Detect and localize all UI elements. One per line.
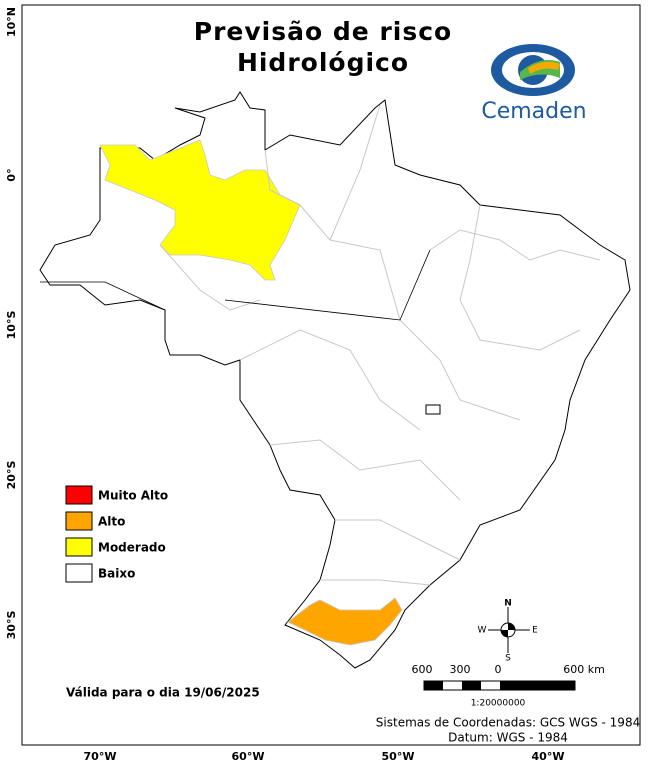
footer-line: Datum: WGS - 1984: [448, 731, 568, 745]
legend-swatch: [65, 537, 93, 557]
moderate-region: [99, 139, 301, 281]
title-line: Hidrológico: [237, 48, 409, 77]
validity-text: Válida para o dia 19/06/2025: [66, 686, 260, 700]
scale-ratio: 1:20000000: [471, 699, 526, 709]
legend-label: Alto: [98, 515, 125, 529]
longitude-labels: 70°W 60°W 50°W 40°W: [84, 750, 565, 763]
legend-swatch: [65, 485, 93, 505]
lon-label: 40°W: [532, 750, 565, 763]
lat-label: 20°S: [5, 461, 18, 490]
scale-label: 600 km: [563, 663, 605, 676]
lon-label: 50°W: [382, 750, 415, 763]
scale-label: 300: [450, 663, 471, 676]
lat-label: 10°S: [5, 311, 18, 340]
scale-bar: 600 300 0 600 km 1:20000000: [412, 663, 605, 709]
scale-label: 0: [495, 663, 502, 676]
lat-label: 0°: [5, 168, 18, 181]
legend-swatch: [65, 563, 93, 583]
legend: Muito Alto Alto Moderado Baixo: [65, 485, 168, 583]
lat-label: 10°N: [5, 7, 18, 37]
compass-south: S: [505, 654, 511, 664]
compass-north: N: [504, 599, 512, 609]
compass: N E S W: [478, 599, 539, 664]
scale-label: 600: [412, 663, 433, 676]
title-line: Previsão de risco: [194, 17, 452, 46]
logo: Cemaden: [481, 44, 587, 124]
footer-line: Sistemas de Coordenadas: GCS WGS - 1984: [376, 716, 640, 730]
legend-label: Muito Alto: [98, 489, 168, 503]
legend-swatch: [65, 511, 93, 531]
compass-east: E: [532, 626, 538, 636]
latitude-labels: 10°N 0° 10°S 20°S 30°S: [5, 7, 18, 639]
lon-label: 70°W: [84, 750, 117, 763]
legend-label: Moderado: [98, 541, 166, 555]
high-region: [287, 597, 403, 646]
compass-west: W: [478, 626, 487, 636]
lat-label: 30°S: [5, 611, 18, 640]
national-lines: [40, 110, 431, 321]
lon-label: 60°W: [232, 750, 265, 763]
state-boundaries: [159, 104, 601, 586]
logo-text: Cemaden: [481, 99, 586, 124]
legend-label: Baixo: [98, 567, 135, 581]
